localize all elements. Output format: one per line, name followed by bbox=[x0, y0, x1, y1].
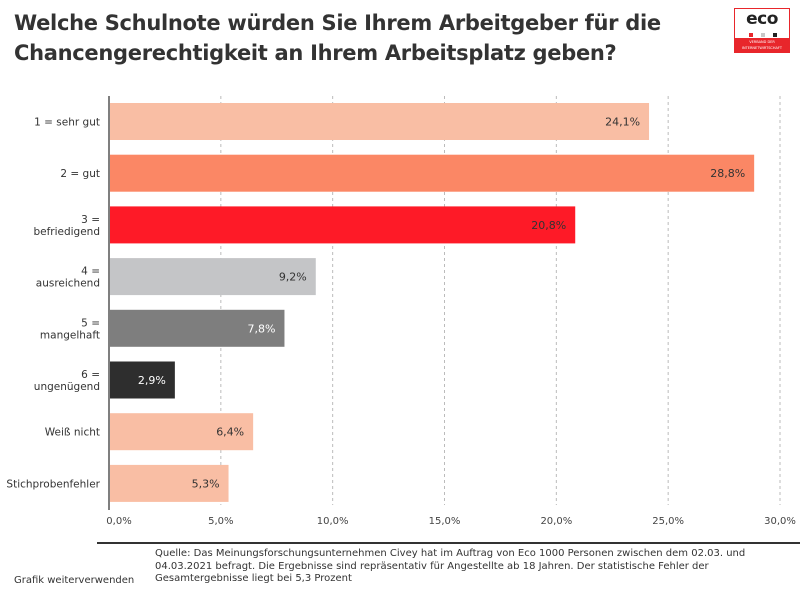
bar bbox=[110, 103, 650, 140]
category-label: 2 = gut bbox=[60, 168, 100, 180]
chart-title: Welche Schulnote würden Sie Ihrem Arbeit… bbox=[14, 11, 661, 65]
bar-value-label: 6,4% bbox=[216, 426, 244, 439]
bar-value-label: 2,9% bbox=[138, 374, 166, 387]
x-tick-label: 30,0% bbox=[764, 516, 796, 527]
bar-value-label: 28,8% bbox=[710, 167, 745, 180]
x-tick-label: 20,0% bbox=[540, 516, 572, 527]
x-tick-label: 5,0% bbox=[208, 516, 233, 527]
category-label: Weiß nicht bbox=[45, 427, 100, 439]
footer-divider bbox=[97, 542, 800, 544]
bar-value-label: 24,1% bbox=[605, 116, 640, 129]
bar bbox=[110, 309, 285, 347]
bar-value-label: 7,8% bbox=[248, 322, 276, 335]
x-tick-label: 10,0% bbox=[317, 516, 349, 527]
category-label: 6 = bbox=[81, 369, 100, 381]
category-label: Stichprobenfehler bbox=[6, 478, 100, 490]
category-label: 3 = bbox=[81, 214, 100, 226]
category-label: befriedigend bbox=[33, 226, 100, 238]
x-tick-label: 0,0% bbox=[106, 516, 131, 527]
category-label: 1 = sehr gut bbox=[34, 117, 100, 129]
bar bbox=[110, 361, 175, 399]
bar bbox=[110, 154, 755, 192]
eco-logo: eco VERBAND DER INTERNETWIRTSCHAFT bbox=[734, 8, 790, 53]
bar bbox=[110, 464, 229, 502]
reuse-graphic-link[interactable]: Grafik weiterverwenden bbox=[14, 575, 135, 586]
logo-wordmark: eco bbox=[746, 9, 778, 29]
category-label: ausreichend bbox=[36, 278, 100, 290]
bar-value-label: 9,2% bbox=[279, 271, 307, 284]
source-note: Quelle: Das Meinungsforschungsunternehme… bbox=[155, 548, 746, 584]
bar bbox=[110, 206, 576, 244]
bar bbox=[110, 258, 316, 296]
category-label: mangelhaft bbox=[40, 329, 100, 341]
bar-chart: 0,0% 5,0% 10,0% 15,0% 20,0% 25,0% 30,0% 24,1% 1 … bbox=[6, 96, 796, 527]
bar-value-label: 5,3% bbox=[192, 477, 220, 490]
category-label: 5 = bbox=[81, 317, 100, 329]
category-label: 4 = bbox=[81, 266, 100, 278]
x-tick-label: 25,0% bbox=[652, 516, 684, 527]
bar-value-label: 20,8% bbox=[531, 219, 566, 232]
bar bbox=[110, 413, 254, 451]
x-tick-label: 15,0% bbox=[429, 516, 461, 527]
logo-subtext: VERBAND DER INTERNETWIRTSCHAFT bbox=[735, 38, 789, 52]
category-label: ungenügend bbox=[34, 381, 100, 393]
logo-dots bbox=[749, 33, 777, 37]
